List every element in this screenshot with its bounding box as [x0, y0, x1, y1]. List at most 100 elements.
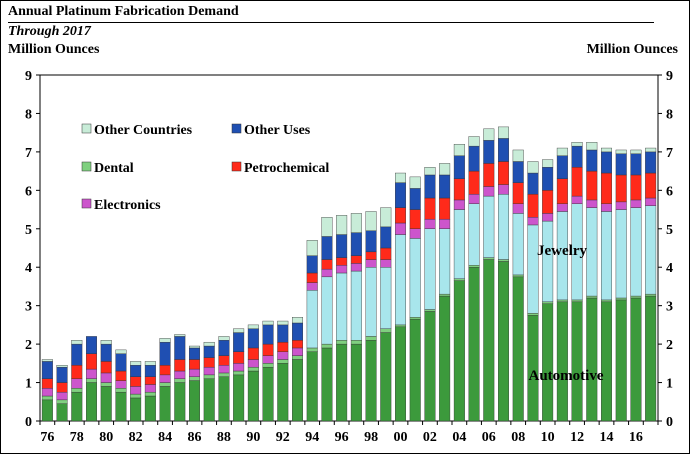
bar-electronics [247, 359, 259, 368]
bar-automotive [292, 359, 303, 422]
bar-automotive [71, 391, 83, 422]
x-tick-label: 00 [394, 430, 408, 445]
bar-automotive [100, 386, 112, 422]
bar-jewelry [615, 209, 627, 299]
bar-automotive [645, 295, 657, 422]
bar-other-countries [100, 340, 112, 345]
bar-electronics [306, 282, 318, 291]
bar-other-uses [189, 347, 200, 360]
y-tick-label-left: 3 [25, 300, 32, 315]
bar-automotive [56, 403, 68, 422]
bar-other-countries [292, 317, 303, 324]
bar-automotive [424, 311, 436, 422]
bar-dental [512, 274, 524, 278]
bar-petrochemical [645, 172, 657, 199]
bar-petrochemical [512, 182, 524, 204]
bar-dental [439, 293, 451, 297]
bar-electronics [424, 218, 436, 229]
bar-electronics [468, 193, 480, 204]
bar-other-uses [615, 153, 627, 176]
bar-other-countries [453, 143, 465, 156]
bar-other-uses [71, 343, 83, 366]
bar-other-uses [86, 336, 97, 354]
bar-dental [571, 299, 583, 303]
bar-dental [365, 336, 377, 341]
bar-other-uses [247, 328, 259, 349]
bar-automotive [556, 301, 568, 422]
x-tick-label: 88 [217, 430, 231, 445]
bar-automotive [483, 259, 495, 422]
legend-swatch [81, 198, 92, 209]
bar-other-countries [56, 365, 68, 368]
bar-automotive [439, 295, 451, 422]
bar-electronics [203, 366, 215, 376]
y-tick-label-left: 5 [25, 223, 32, 238]
legend-swatch [231, 161, 242, 172]
bar-electronics [71, 378, 83, 389]
chart-subtitle: Through 2017 [8, 24, 91, 39]
bar-automotive [144, 395, 156, 422]
bar-dental [321, 343, 333, 349]
bar-other-uses [262, 324, 274, 345]
bar-dental [130, 393, 142, 399]
bar-other-uses [601, 151, 612, 174]
bar-dental [615, 297, 627, 301]
y-tick-label-right: 4 [666, 261, 673, 276]
x-tick-label: 82 [129, 430, 143, 445]
bar-electronics [365, 259, 377, 268]
x-tick-label: 12 [570, 430, 584, 445]
bar-petrochemical [527, 193, 539, 218]
y-tick-label-right: 7 [666, 146, 673, 161]
bar-automotive [601, 301, 612, 422]
bar-other-countries [483, 128, 495, 141]
bar-automotive [189, 380, 200, 422]
bar-jewelry [409, 238, 421, 318]
bar-other-uses [144, 365, 156, 377]
bar-automotive [86, 382, 97, 422]
bar-electronics [100, 372, 112, 383]
bar-automotive [586, 297, 598, 422]
title-rule [8, 22, 654, 23]
bar-petrochemical [571, 167, 583, 197]
bar-petrochemical [483, 163, 495, 187]
y-tick-label-right: 5 [666, 223, 673, 238]
bar-other-uses [380, 226, 392, 249]
bar-electronics [233, 363, 245, 372]
bar-electronics [527, 217, 539, 226]
x-tick-label: 06 [482, 430, 496, 445]
bar-jewelry [350, 270, 362, 341]
bar-jewelry [453, 209, 465, 279]
y-tick-label-left: 8 [25, 107, 32, 122]
bar-other-uses [527, 172, 539, 195]
bar-petrochemical [262, 343, 274, 356]
bar-other-countries [395, 172, 406, 183]
bar-petrochemical [203, 357, 215, 368]
bar-electronics [571, 195, 583, 204]
bar-electronics [41, 388, 53, 397]
bar-other-countries [71, 340, 83, 345]
y-tick-label-right: 2 [666, 338, 673, 353]
bar-petrochemical [115, 370, 127, 381]
bar-other-countries [159, 338, 171, 343]
bar-other-countries [306, 240, 318, 256]
bar-dental [601, 299, 612, 303]
bar-other-countries [350, 213, 362, 233]
bar-other-countries [262, 320, 274, 326]
bar-other-uses [483, 140, 495, 164]
bar-dental [498, 259, 509, 262]
bar-jewelry [601, 211, 612, 301]
bar-automotive [453, 280, 465, 422]
bar-petrochemical [189, 359, 200, 370]
bar-other-countries [277, 320, 289, 326]
bar-electronics [321, 268, 333, 278]
legend-swatch [81, 123, 92, 134]
bar-petrochemical [630, 174, 642, 201]
chart-title: Annual Platinum Fabrication Demand [8, 4, 239, 19]
bar-electronics [645, 197, 657, 206]
bar-other-uses [306, 255, 318, 274]
bar-other-countries [630, 149, 642, 155]
y-axis-label-left: Million Ounces [8, 42, 100, 57]
bar-other-countries [336, 215, 348, 235]
bar-automotive [350, 343, 362, 422]
